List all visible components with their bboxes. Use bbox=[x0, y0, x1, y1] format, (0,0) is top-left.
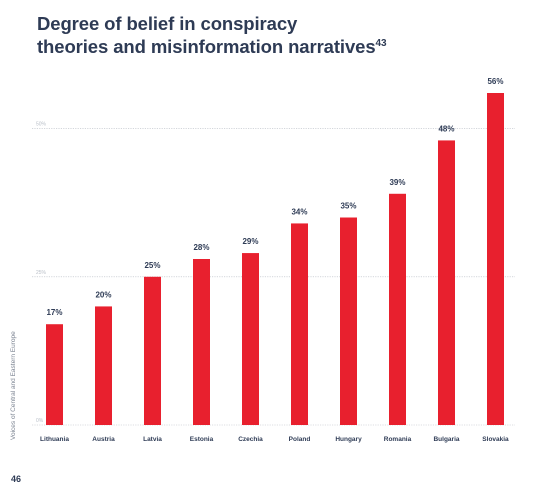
bar-latvia bbox=[144, 276, 161, 425]
category-label: Latvia bbox=[143, 436, 162, 443]
category-label: Czechia bbox=[238, 436, 263, 443]
chart-title-line-1: Degree of belief in conspiracy bbox=[37, 13, 298, 34]
value-label: 20% bbox=[95, 290, 111, 299]
side-note: Voices of Central and Eastern Europe bbox=[10, 331, 17, 440]
bar-lithuania bbox=[46, 324, 63, 425]
y-tick-label: 50% bbox=[36, 122, 47, 128]
bar-poland bbox=[291, 223, 308, 425]
category-label: Slovakia bbox=[482, 436, 509, 443]
bars bbox=[46, 93, 504, 425]
page-number: 46 bbox=[11, 474, 22, 484]
category-labels: Lithuania Austria Latvia Estonia Czechia Pola… bbox=[40, 436, 509, 443]
chart-title-line-2-text: theories and misinformation narratives bbox=[37, 36, 376, 57]
chart-title-line-2: theories and misinformation narratives43 bbox=[37, 35, 387, 58]
value-label: 34% bbox=[291, 207, 307, 216]
value-label: 48% bbox=[438, 124, 454, 133]
value-labels: 17% 20% 25% 28% 29% 34% 35% 39% 48% 56% bbox=[46, 77, 503, 317]
bar-bulgaria bbox=[438, 140, 455, 425]
y-tick-label: 0% bbox=[36, 418, 44, 424]
value-label: 28% bbox=[193, 243, 209, 252]
category-label: Bulgaria bbox=[433, 436, 459, 443]
value-label: 39% bbox=[389, 178, 405, 187]
category-label: Estonia bbox=[190, 436, 214, 443]
bar-slovakia bbox=[487, 93, 504, 425]
value-label: 35% bbox=[340, 202, 356, 211]
value-label: 29% bbox=[242, 237, 258, 246]
value-label: 56% bbox=[487, 77, 503, 86]
value-label: 17% bbox=[46, 308, 62, 317]
bar-estonia bbox=[193, 259, 210, 425]
bar-hungary bbox=[340, 217, 357, 425]
category-label: Hungary bbox=[335, 436, 362, 443]
bar-czechia bbox=[242, 253, 259, 425]
chart-title: Degree of belief in conspiracy theories … bbox=[37, 12, 387, 58]
y-tick-label: 25% bbox=[36, 270, 47, 276]
category-label: Austria bbox=[92, 436, 115, 443]
bar-romania bbox=[389, 193, 406, 425]
category-label: Poland bbox=[289, 436, 311, 443]
value-label: 25% bbox=[144, 261, 160, 270]
category-label: Lithuania bbox=[40, 436, 69, 443]
gridlines: 0% 25% 50% bbox=[32, 122, 515, 426]
category-label: Romania bbox=[384, 436, 412, 443]
bar-austria bbox=[95, 306, 112, 425]
footnote-reference: 43 bbox=[375, 37, 387, 49]
